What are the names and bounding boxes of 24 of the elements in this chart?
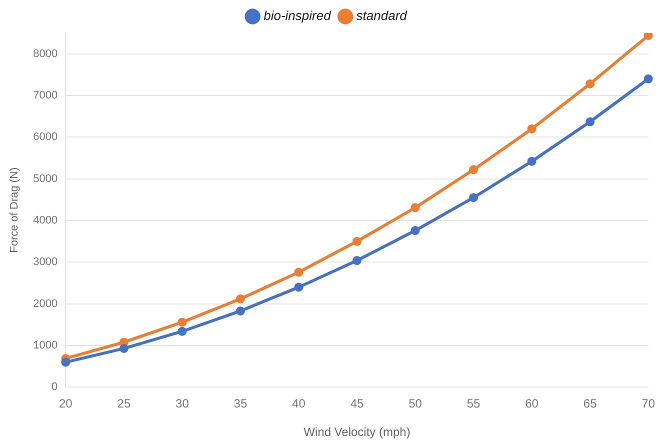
y-tick-label: 8000 [33, 48, 58, 60]
x-tick-label: 35 [234, 396, 248, 411]
x-tick-label: 60 [525, 396, 539, 411]
y-tick-label: 7000 [33, 90, 58, 102]
x-tick-label: 25 [117, 396, 131, 411]
y-tick-label: 3000 [33, 256, 58, 268]
x-tick-label: 30 [176, 396, 190, 411]
x-tick-label: 45 [350, 396, 364, 411]
y-axis-title: Force of Drag (N) [8, 167, 21, 253]
x-tick-label: 50 [408, 396, 422, 411]
y-tick-label: 4000 [33, 214, 58, 227]
x-tick-label: 20 [58, 396, 73, 411]
y-tick-label: 5000 [33, 172, 58, 185]
x-axis-title: Wind Velocity (mph) [304, 425, 410, 440]
x-tick-label: 65 [583, 396, 598, 411]
y-tick-label: 6000 [33, 131, 58, 144]
y-tick-label: 2000 [33, 298, 58, 310]
legend-label: bio-inspired [264, 8, 332, 24]
x-tick-label: 70 [642, 396, 656, 411]
x-tick-label: 40 [292, 396, 306, 411]
y-tick-label: 0 [52, 381, 58, 394]
y-tick-label: 1000 [33, 340, 58, 352]
x-tick-label: 55 [466, 396, 481, 411]
legend-label: standard [356, 8, 408, 24]
